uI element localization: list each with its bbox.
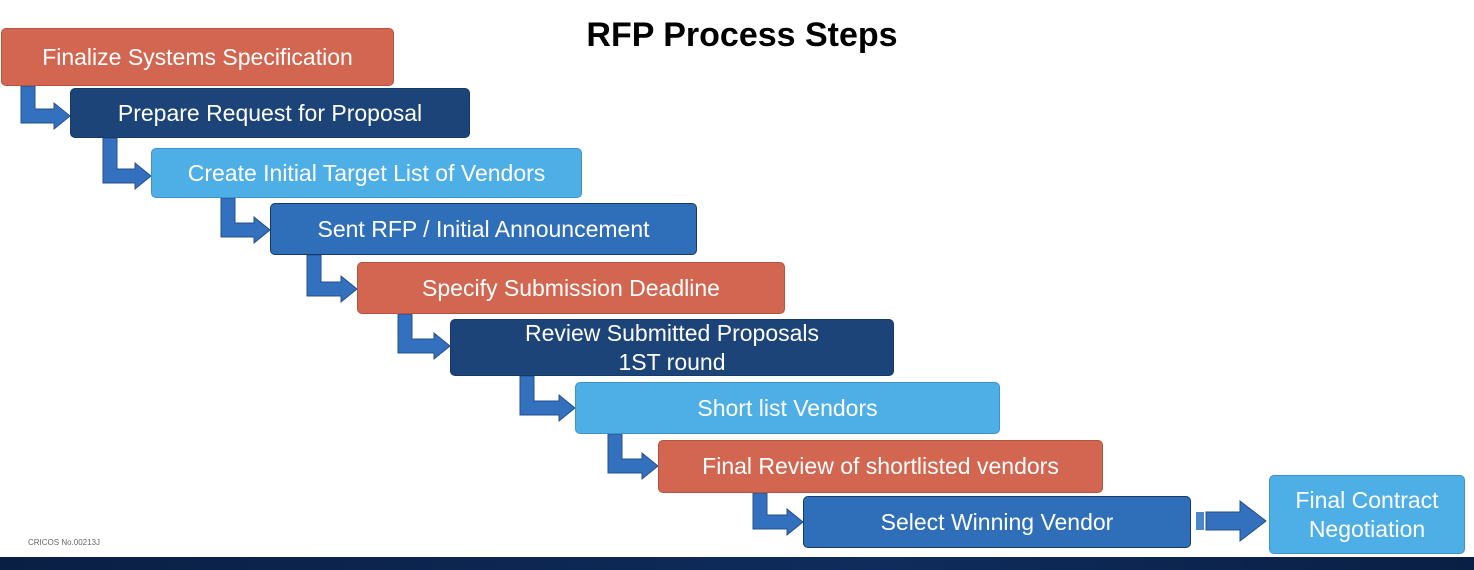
elbow-arrow-7	[608, 434, 658, 479]
step-create-initial-target-list: Create Initial Target List of Vendors	[151, 148, 582, 198]
elbow-arrow-5	[398, 314, 450, 359]
step-finalize-systems-specification: Finalize Systems Specification	[1, 28, 394, 86]
elbow-arrow-4	[307, 255, 357, 302]
step-short-list-vendors: Short list Vendors	[575, 382, 1000, 434]
step-final-contract-negotiation: Final Contract Negotiation	[1269, 475, 1465, 554]
elbow-arrow-2	[103, 138, 151, 189]
straight-arrow-final	[1206, 501, 1266, 541]
step-final-review-shortlisted-vendors: Final Review of shortlisted vendors	[658, 440, 1103, 493]
step-sent-rfp-initial-announcement: Sent RFP / Initial Announcement	[270, 203, 697, 255]
step-prepare-request-for-proposal: Prepare Request for Proposal	[70, 88, 470, 138]
elbow-arrow-3	[221, 198, 270, 243]
elbow-arrow-8	[753, 493, 803, 535]
arrow-tail-block	[1196, 512, 1204, 530]
elbow-arrow-6	[520, 376, 575, 421]
cricos-number: CRICOS No.00213J	[28, 538, 100, 547]
step-specify-submission-deadline: Specify Submission Deadline	[357, 262, 785, 314]
footer-bar	[0, 557, 1474, 570]
step-review-submitted-proposals: Review Submitted Proposals 1ST round	[450, 319, 894, 376]
elbow-arrow-1	[21, 86, 70, 129]
step-select-winning-vendor: Select Winning Vendor	[803, 496, 1191, 548]
